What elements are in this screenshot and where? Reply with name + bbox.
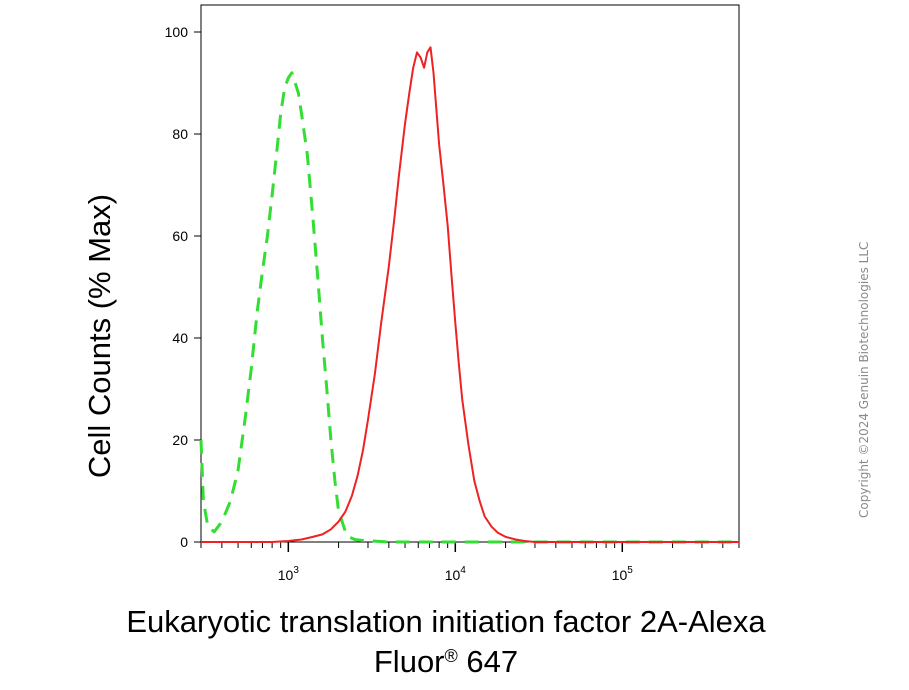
y-tick-label: 100 bbox=[165, 24, 189, 40]
y-tick-label: 20 bbox=[172, 432, 188, 448]
series-layer bbox=[199, 46, 739, 544]
plot-frame bbox=[200, 4, 740, 543]
x-axis-label-line1: Eukaryotic translation initiation factor… bbox=[126, 604, 766, 639]
y-axis: 0 20 40 60 80 100 bbox=[165, 24, 201, 550]
x-tick-label: 103 bbox=[278, 565, 300, 583]
x-tick-label: 105 bbox=[612, 565, 634, 583]
series-line-1 bbox=[199, 71, 739, 544]
copyright-watermark: Copyright ©2024 Genuin Biotechnologies L… bbox=[857, 241, 871, 518]
y-tick-label: 60 bbox=[172, 228, 188, 244]
y-axis-label: Cell Counts (% Max) bbox=[82, 194, 117, 478]
y-tick-label: 40 bbox=[172, 330, 188, 346]
series-line-2 bbox=[201, 46, 739, 543]
x-axis-label-line2: Fluor® 647 bbox=[374, 644, 518, 679]
y-tick-label: 0 bbox=[180, 534, 188, 550]
y-tick-label: 80 bbox=[172, 126, 188, 142]
x-tick-label: 104 bbox=[445, 565, 467, 583]
x-axis: 103 104 105 bbox=[200, 542, 740, 583]
